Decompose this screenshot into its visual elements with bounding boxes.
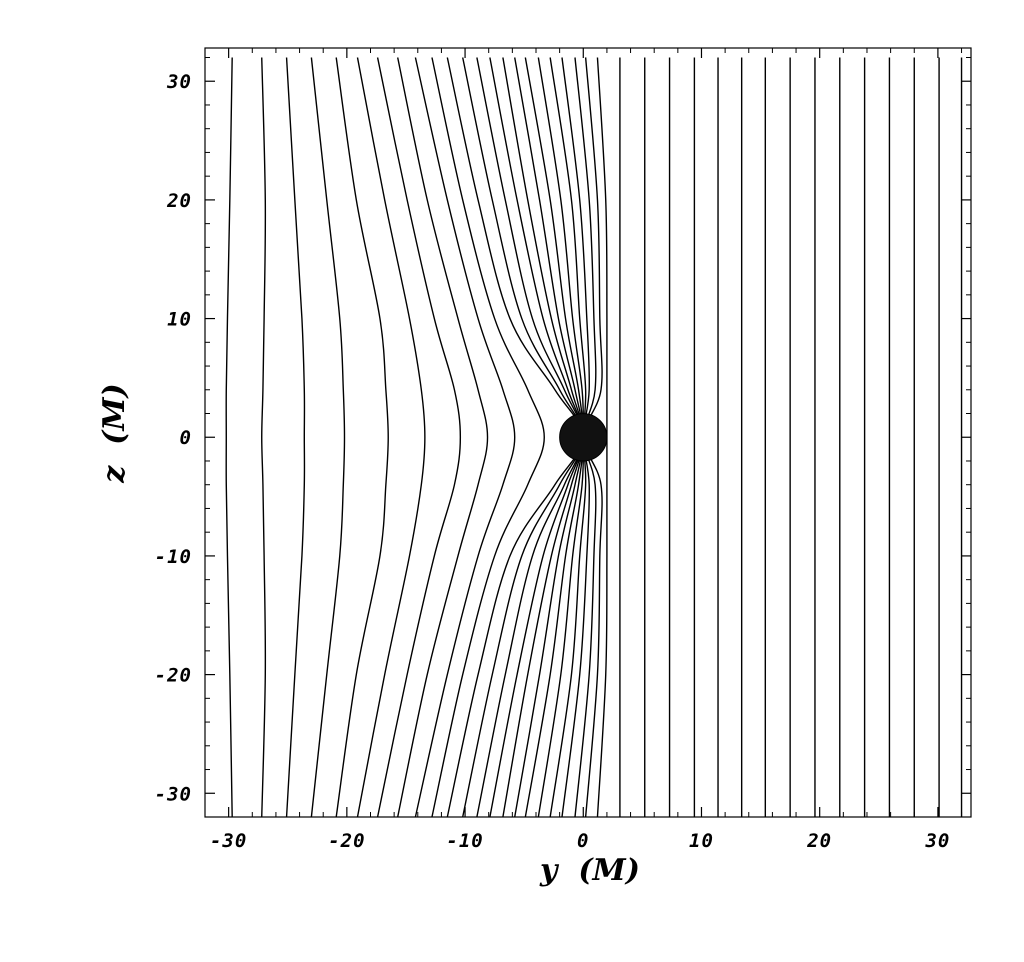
x-tick-label: 30 — [924, 830, 950, 852]
x-tick-label: -10 — [446, 830, 483, 852]
x-tick-label: 20 — [806, 830, 832, 852]
field-line — [225, 57, 233, 818]
horizon — [559, 413, 608, 462]
field-line — [431, 57, 545, 818]
field-line — [285, 57, 306, 818]
y-tick-label: 30 — [166, 71, 192, 93]
y-tick-label: 20 — [166, 190, 192, 212]
field-line — [376, 57, 462, 818]
y-tick-label: 0 — [180, 427, 192, 449]
x-tick-label: 10 — [689, 830, 714, 852]
x-tick-label: 0 — [577, 830, 589, 852]
y-tick-label: -30 — [155, 783, 192, 805]
field-line — [261, 57, 267, 818]
field-line — [396, 57, 489, 818]
field-line — [356, 57, 426, 818]
field-line — [414, 57, 516, 818]
plot-frame — [204, 47, 972, 818]
x-tick-label: -30 — [210, 830, 247, 852]
y-axis-title: z (M) — [97, 383, 132, 484]
field-line — [335, 57, 389, 818]
y-tick-label: -10 — [155, 546, 192, 568]
field-line — [310, 57, 346, 818]
y-tick-label: 10 — [167, 309, 192, 331]
x-axis-title: y (M) — [539, 853, 640, 888]
x-tick-label: -20 — [328, 830, 365, 852]
y-tick-label: -20 — [155, 665, 192, 687]
